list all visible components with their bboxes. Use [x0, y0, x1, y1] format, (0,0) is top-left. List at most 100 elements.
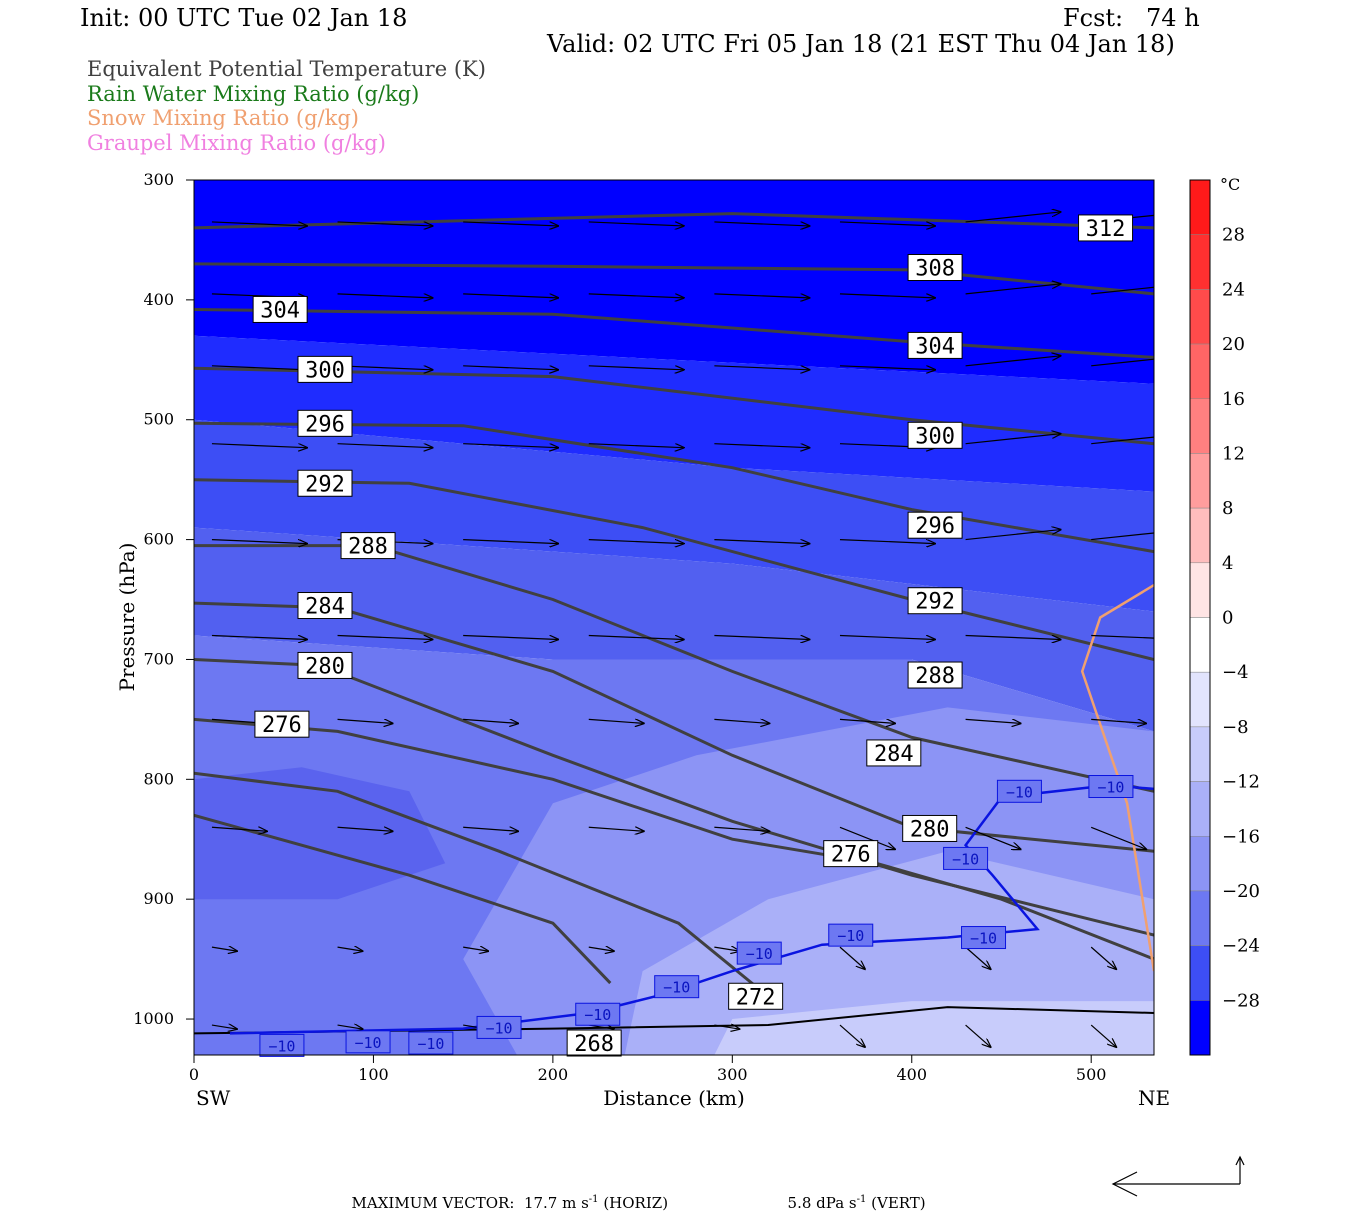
wind-vector	[588, 221, 684, 226]
wind-vector	[211, 634, 307, 639]
wind-vector	[1090, 946, 1116, 969]
contour-label: 284	[305, 595, 345, 620]
contour-label: 280	[910, 817, 950, 842]
x-tick-label: 0	[189, 1065, 199, 1084]
theta-e-contour-276	[194, 717, 1154, 961]
contour-label: 304	[915, 334, 955, 359]
isotherm-label: −10	[837, 927, 864, 945]
theta-e-contour-268	[194, 813, 612, 985]
colorbar-tick-label: 0	[1222, 608, 1233, 629]
y-tick-label: 700	[143, 649, 174, 668]
isotherm-label: −10	[355, 1034, 382, 1052]
contour-label: 284	[874, 742, 914, 767]
forecast-hour: Fcst: 74 h	[1063, 4, 1200, 32]
plot-frame	[193, 179, 1155, 1056]
contour-label-box	[297, 409, 353, 437]
contour-label: 288	[348, 535, 388, 560]
colorbar-tick-label: 12	[1222, 443, 1245, 464]
y-tick-label: 500	[143, 410, 174, 429]
colorbar-swatch	[1189, 890, 1211, 946]
colorbar-swatch	[1189, 1000, 1211, 1056]
isotherm-label-box	[259, 1033, 305, 1057]
contour-label-box	[728, 982, 784, 1010]
contour-label: 268	[574, 1032, 614, 1057]
wind-vector	[965, 356, 1061, 367]
x-axis-label: Distance (km)	[603, 1086, 745, 1110]
wind-vector	[211, 827, 267, 831]
colorbar-swatch	[1189, 507, 1211, 564]
y-tick-label: 600	[143, 530, 174, 549]
y-tick-label: 900	[143, 889, 174, 908]
wind-vector	[211, 1025, 237, 1029]
wind-vector	[1091, 634, 1154, 639]
wind-vector	[337, 365, 433, 370]
theta-e-contour-272	[194, 771, 761, 991]
contour-label-box	[866, 739, 922, 767]
contour-label-box	[252, 295, 308, 323]
legend-theta-e: Equivalent Potential Temperature (K)	[87, 57, 486, 81]
colorbar-tick-label: 24	[1222, 279, 1245, 300]
wind-vector	[965, 284, 1061, 295]
wind-vector	[965, 946, 991, 969]
wind-vector	[463, 538, 558, 544]
isotherm-label-box	[476, 1015, 522, 1039]
contour-label: 276	[831, 843, 871, 868]
max-vector-label: MAXIMUM VECTOR: 17.7 m s-1 (HORIZ)	[351, 1194, 669, 1212]
isotherm-label-box	[408, 1031, 454, 1055]
colorbar-swatch	[1189, 234, 1211, 290]
isotherm-label: −10	[268, 1037, 295, 1055]
axes: 300 400 500 600 700 800 900 1000 0 100 200 300 400 50…	[115, 170, 1170, 1110]
contour-label-box	[907, 331, 963, 359]
contour-label-box	[907, 661, 963, 689]
wind-vector	[839, 946, 865, 969]
wind-vector	[714, 365, 809, 370]
colorbar-swatch	[1189, 945, 1211, 1001]
x-tick-label: 500	[1076, 1065, 1107, 1084]
contour-label-box	[297, 651, 353, 679]
wind-vector	[588, 443, 684, 448]
wind-vector	[463, 221, 558, 226]
wind-vector	[337, 221, 433, 226]
colorbar-swatch	[1189, 617, 1211, 673]
wind-vector	[337, 443, 433, 448]
reference-vectors	[1111, 1155, 1245, 1197]
contour-label-box	[254, 710, 310, 738]
wind-vector	[463, 293, 558, 298]
wind-vector	[337, 827, 393, 831]
isotherm-label: −10	[417, 1035, 444, 1053]
wind-vector	[965, 434, 1061, 445]
y-tick-label: 400	[143, 290, 174, 309]
colorbar-tick-label: −4	[1222, 662, 1249, 683]
wind-vector	[463, 365, 558, 370]
contour-label: 300	[915, 424, 955, 449]
isotherm-label: −10	[485, 1019, 512, 1037]
wind-vector	[337, 947, 363, 951]
isotherm-label-box	[575, 1002, 621, 1026]
contour-label-box	[823, 840, 879, 868]
wind-vector	[714, 293, 809, 298]
wind-vector	[839, 365, 935, 370]
colorbar: °C 28 24 20 16 12 8 4 0 −4 −8 −12 −16 −20 −24 −28	[1189, 175, 1260, 1056]
y-axis-label: Pressure (hPa)	[115, 543, 139, 692]
wind-vector	[839, 1024, 865, 1047]
wind-vector	[463, 634, 558, 639]
shade-band	[714, 1001, 1154, 1055]
contour-label: 300	[305, 358, 345, 383]
wind-vector	[463, 947, 488, 951]
wind-vector	[588, 947, 614, 951]
wind-vector	[463, 719, 518, 723]
wind-vector	[839, 538, 935, 544]
contour-label-box	[907, 421, 963, 449]
colorbar-swatch	[1189, 836, 1211, 892]
legend-snow: Snow Mixing Ratio (g/kg)	[87, 106, 359, 130]
colorbar-swatch	[1189, 289, 1211, 345]
contour-label-box	[340, 532, 396, 560]
wind-vector	[463, 827, 518, 831]
isotherm-label-box	[828, 923, 874, 947]
colorbar-tick-label: −16	[1222, 826, 1260, 847]
wind-vector	[714, 719, 769, 723]
y-tick-label: 300	[143, 170, 174, 189]
isotherm-label: −10	[746, 945, 773, 963]
wind-vector	[965, 530, 1061, 541]
colorbar-tick-label: −12	[1222, 772, 1260, 793]
